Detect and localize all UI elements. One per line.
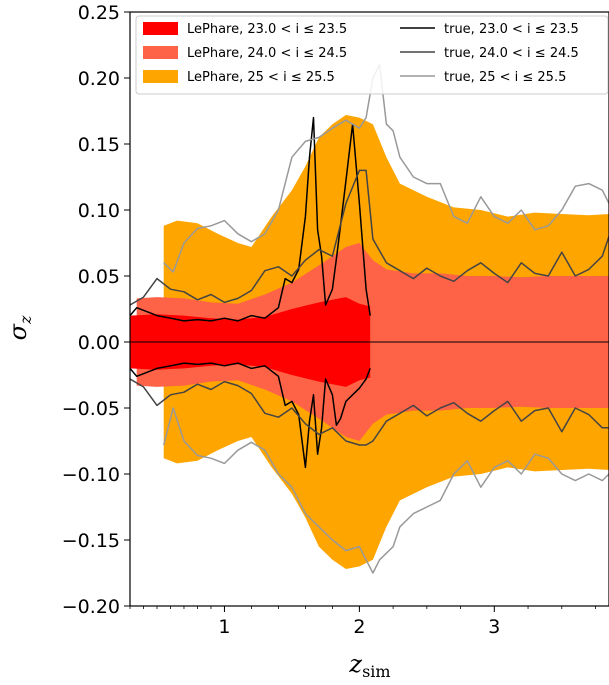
y-tick-label: −0.10 [62, 464, 120, 486]
series-2-upper-line [129, 169, 609, 306]
legend-label-band-1: LePhare, 23.0 < i ≤ 23.5 [187, 22, 347, 37]
legend-label-band-3: LePhare, 25 < i ≤ 25.5 [187, 70, 335, 85]
y-tick-label: −0.20 [62, 596, 120, 618]
series-3-lower-line [162, 407, 609, 574]
legend-label-line-2: true, 24.0 < i ≤ 24.5 [444, 46, 579, 61]
legend-swatch-band-2 [143, 46, 178, 59]
x-axis-label: zsim [348, 650, 390, 681]
y-tick-label: −0.15 [62, 530, 120, 552]
series-1-lower-line [129, 362, 371, 469]
y-tick-label: 0.15 [78, 134, 120, 156]
y-tick-label: 0.00 [78, 332, 120, 354]
axes-frame [129, 11, 609, 607]
series-2-lower-line [129, 378, 609, 446]
legend: LePhare, 23.0 < i ≤ 23.5 LePhare, 24.0 <… [135, 15, 609, 95]
x-tick-label: 1 [218, 616, 230, 638]
legend-label-band-2: LePhare, 24.0 < i ≤ 24.5 [187, 46, 347, 61]
legend-swatch-band-3 [143, 70, 178, 83]
y-tick-label: −0.05 [62, 398, 120, 420]
y-tick-label: 0.05 [78, 266, 120, 288]
y-tick-label: 0.10 [78, 200, 120, 222]
y-tick-label: 0.25 [78, 2, 120, 24]
y-tick-label: 0.20 [78, 68, 120, 90]
legend-label-line-1: true, 23.0 < i ≤ 23.5 [444, 22, 579, 37]
ticks-layer: −0.20 −0.15 −0.10 −0.05 0.00 0.05 0.10 0.15 0.20… [62, 2, 596, 638]
y-axis-label: σz [4, 315, 35, 340]
legend-swatch-band-1 [143, 22, 178, 35]
x-tick-label: 3 [488, 616, 500, 638]
legend-box [135, 15, 609, 95]
legend-label-line-3: true, 25 < i ≤ 25.5 [444, 70, 566, 85]
x-tick-label: 2 [353, 616, 365, 638]
